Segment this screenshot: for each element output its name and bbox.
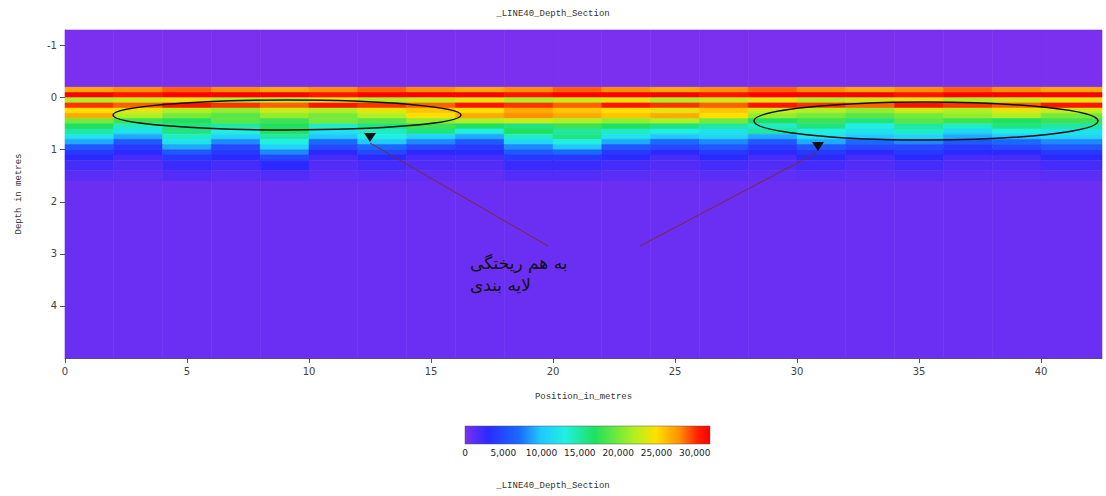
svg-text:4: 4 (51, 300, 57, 311)
svg-text:0: 0 (62, 366, 68, 377)
svg-text:35: 35 (913, 366, 926, 377)
svg-text:لایه بندی: لایه بندی (470, 275, 531, 295)
svg-text:به هم ریختگی: به هم ریختگی (470, 253, 573, 274)
svg-text:20,000: 20,000 (602, 448, 634, 458)
svg-text:5,000: 5,000 (490, 448, 516, 458)
svg-text:25: 25 (669, 366, 682, 377)
svg-text:20: 20 (547, 366, 560, 377)
svg-text:_LINE40_Depth_Section: _LINE40_Depth_Section (495, 481, 609, 491)
svg-text:Position_in_metres: Position_in_metres (535, 392, 632, 402)
svg-text:15: 15 (425, 366, 438, 377)
svg-text:1: 1 (51, 144, 57, 155)
svg-text:15,000: 15,000 (564, 448, 596, 458)
svg-text:30: 30 (791, 366, 804, 377)
svg-text:30,000: 30,000 (679, 448, 711, 458)
svg-text:0: 0 (462, 448, 468, 458)
svg-text:5: 5 (184, 366, 190, 377)
svg-text:-1: -1 (47, 40, 57, 51)
svg-text:_LINE40_Depth_Section: _LINE40_Depth_Section (495, 9, 609, 19)
svg-text:3: 3 (51, 248, 57, 259)
svg-text:40: 40 (1035, 366, 1048, 377)
svg-text:0: 0 (51, 92, 57, 103)
svg-text:25,000: 25,000 (641, 448, 673, 458)
svg-text:Depth in metres: Depth in metres (14, 153, 24, 234)
svg-text:10: 10 (303, 366, 316, 377)
svg-text:10,000: 10,000 (526, 448, 558, 458)
svg-text:2: 2 (51, 196, 57, 207)
